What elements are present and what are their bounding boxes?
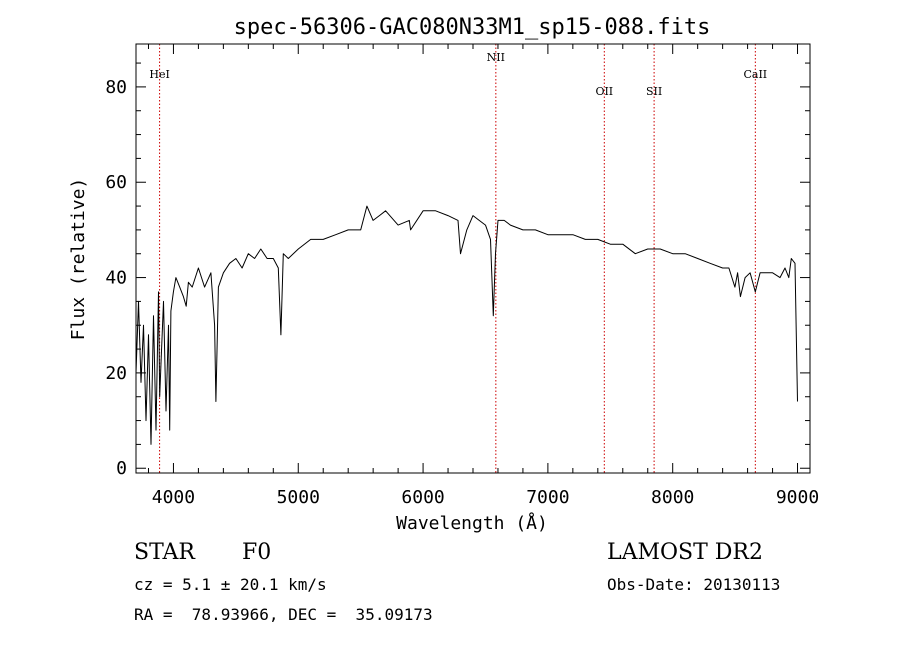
line-label-oii: OII bbox=[595, 85, 613, 98]
line-label-nii: NII bbox=[487, 51, 505, 64]
spectrum-line bbox=[135, 205, 798, 445]
x-tick-label: 6000 bbox=[401, 487, 444, 508]
x-axis-label: Wavelength (Å) bbox=[396, 512, 548, 534]
observation-date: Obs-Date: 20130113 bbox=[607, 575, 781, 594]
emission-line-markers: HeI NII OII SII CaII bbox=[149, 44, 767, 473]
y-axis-label: Flux (relative) bbox=[68, 178, 89, 341]
sky-coordinates: RA = 78.93966, DEC = 35.09173 bbox=[134, 605, 433, 624]
y-tick-label: 20 bbox=[105, 363, 127, 384]
line-label-sii: SII bbox=[646, 85, 662, 98]
survey-name: LAMOST DR2 bbox=[607, 540, 763, 565]
x-tick-label: 4000 bbox=[152, 487, 195, 508]
x-tick-label: 8000 bbox=[651, 487, 694, 508]
y-tick-label: 0 bbox=[116, 458, 127, 479]
x-axis: 4000 5000 6000 7000 8000 9000 bbox=[147, 44, 819, 508]
x-tick-label: 5000 bbox=[277, 487, 320, 508]
x-tick-label: 7000 bbox=[526, 487, 569, 508]
object-type: STAR bbox=[134, 540, 195, 565]
chart-title: spec-56306-GAC080N33M1_sp15-088.fits bbox=[234, 15, 711, 40]
plot-frame bbox=[135, 43, 811, 474]
line-label-hei: HeI bbox=[149, 68, 169, 81]
y-axis: 0 20 40 60 80 bbox=[105, 62, 810, 479]
object-class: F0 bbox=[242, 540, 272, 565]
line-label-caii: CaII bbox=[743, 68, 767, 81]
redshift-velocity: cz = 5.1 ± 20.1 km/s bbox=[134, 575, 327, 594]
y-tick-label: 60 bbox=[105, 172, 127, 193]
y-tick-label: 40 bbox=[105, 268, 127, 289]
spectrum-series bbox=[135, 205, 798, 445]
x-tick-label: 9000 bbox=[776, 487, 819, 508]
y-tick-label: 80 bbox=[105, 77, 127, 98]
